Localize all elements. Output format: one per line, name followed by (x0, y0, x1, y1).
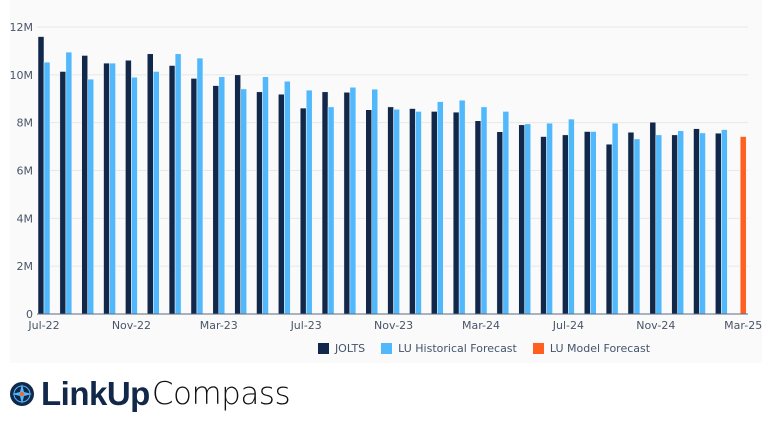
bar-lu-historical-forecast (109, 62, 116, 315)
bar-jolts (540, 136, 547, 315)
bar-jolts (715, 132, 722, 315)
bar-lu-historical-forecast (502, 111, 510, 315)
y-tick-label: 12M (10, 21, 34, 34)
bar-jolts (190, 78, 198, 315)
bar-jolts (409, 108, 416, 315)
bar-jolts (234, 74, 241, 315)
bar-lu-model-forecast (739, 136, 747, 315)
bar-lu-historical-forecast (546, 122, 553, 315)
bar-lu-historical-forecast (393, 109, 400, 315)
legend-label: LU Historical Forecast (398, 342, 517, 355)
x-tick-label: Mar-25 (724, 319, 762, 332)
x-tick-label: Nov-23 (374, 319, 413, 332)
x-tick-label: Jul-22 (27, 319, 59, 332)
bar-jolts (168, 65, 176, 315)
bar-lu-historical-forecast (611, 122, 619, 315)
bar-jolts (649, 121, 657, 315)
bar-jolts (59, 71, 67, 315)
bar-jolts (125, 59, 132, 315)
bar-lu-historical-forecast (327, 106, 335, 315)
bar-jolts (518, 124, 525, 315)
y-tick-label: 4M (17, 212, 34, 225)
bar-jolts (147, 53, 154, 315)
bar-jolts (452, 111, 460, 315)
bar-jolts (671, 134, 678, 315)
y-tick-label: 0 (26, 308, 33, 321)
y-tick-label: 6M (17, 165, 34, 178)
bar-jolts (431, 111, 438, 315)
bar-lu-historical-forecast (153, 71, 160, 315)
brand-name-bold: LinkUp (41, 375, 150, 412)
bar-lu-historical-forecast (218, 76, 226, 315)
x-tick-label: Jul-24 (552, 319, 584, 332)
legend: JOLTS LU Historical Forecast LU Model Fo… (0, 342, 768, 355)
legend-item-lu-model[interactable]: LU Model Forecast (532, 342, 651, 355)
y-tick-label: 8M (17, 117, 34, 130)
bar-jolts (256, 91, 263, 315)
bar-lu-historical-forecast (349, 87, 357, 315)
bar-lu-historical-forecast (524, 123, 531, 315)
x-tick-label: Jul-23 (290, 319, 322, 332)
bar-lu-historical-forecast (174, 53, 182, 315)
bar-lu-historical-forecast (305, 89, 313, 315)
bar-lu-historical-forecast (590, 131, 597, 315)
bar-lu-historical-forecast (240, 88, 247, 315)
legend-item-jolts[interactable]: JOLTS (317, 342, 366, 355)
bar-jolts (562, 134, 569, 315)
bar-jolts (627, 131, 635, 315)
bar-jolts (365, 109, 372, 315)
linkup-compass-logo: LinkUp Compass (9, 375, 291, 413)
legend-item-lu-historical[interactable]: LU Historical Forecast (381, 342, 517, 355)
bar-lu-historical-forecast (87, 78, 94, 315)
legend-label: LU Model Forecast (549, 342, 651, 355)
bar-jolts (605, 143, 613, 315)
legend-label: JOLTS (334, 342, 366, 355)
bar-jolts (81, 55, 88, 315)
bar-jolts (278, 93, 285, 315)
x-tick-label: Mar-23 (200, 319, 238, 332)
x-tick-label: Mar-24 (462, 319, 500, 332)
bar-lu-historical-forecast (480, 106, 488, 315)
bar-lu-historical-forecast (65, 51, 73, 315)
bar-lu-historical-forecast (721, 129, 728, 315)
x-tick-label: Nov-24 (636, 319, 675, 332)
compass-icon (10, 382, 34, 406)
brand-name-light: Compass (151, 376, 291, 412)
bar-lu-historical-forecast (371, 88, 378, 315)
bar-lu-historical-forecast (43, 61, 51, 315)
bar-jolts (299, 107, 307, 315)
y-tick-label: 10M (10, 69, 34, 82)
legend-swatch (381, 343, 393, 354)
bar-jolts (343, 92, 351, 315)
bar-jolts (693, 128, 700, 315)
legend-swatch (532, 343, 544, 354)
bar-lu-historical-forecast (131, 76, 138, 315)
y-tick-label: 2M (17, 260, 34, 273)
x-tick-label: Nov-22 (112, 319, 151, 332)
bar-jolts (474, 120, 482, 315)
bar-jolts (103, 62, 110, 315)
bar-lu-historical-forecast (458, 99, 466, 315)
bar-jolts (584, 131, 591, 315)
bar-lu-historical-forecast (655, 134, 663, 315)
bar-lu-historical-forecast (196, 57, 204, 315)
bar-lu-historical-forecast (699, 132, 706, 315)
bar-lu-historical-forecast (568, 118, 575, 315)
bar-lu-historical-forecast (677, 130, 684, 315)
bar-jolts (387, 106, 394, 315)
bar-jolts (496, 131, 504, 315)
bar-lu-historical-forecast (415, 111, 422, 315)
bar-lu-historical-forecast (633, 138, 641, 315)
bar-chart: 0 2M 4M 6M 8M 10M 12M Jul-22 Nov-22 Mar-23 Jul-23 N… (10, 21, 763, 332)
bar-jolts (37, 36, 45, 315)
bar-lu-historical-forecast (284, 81, 291, 315)
bar-jolts (321, 91, 329, 315)
legend-swatch (317, 343, 329, 354)
bar-jolts (212, 85, 220, 315)
bar-lu-historical-forecast (437, 101, 444, 315)
bar-lu-historical-forecast (262, 76, 269, 315)
